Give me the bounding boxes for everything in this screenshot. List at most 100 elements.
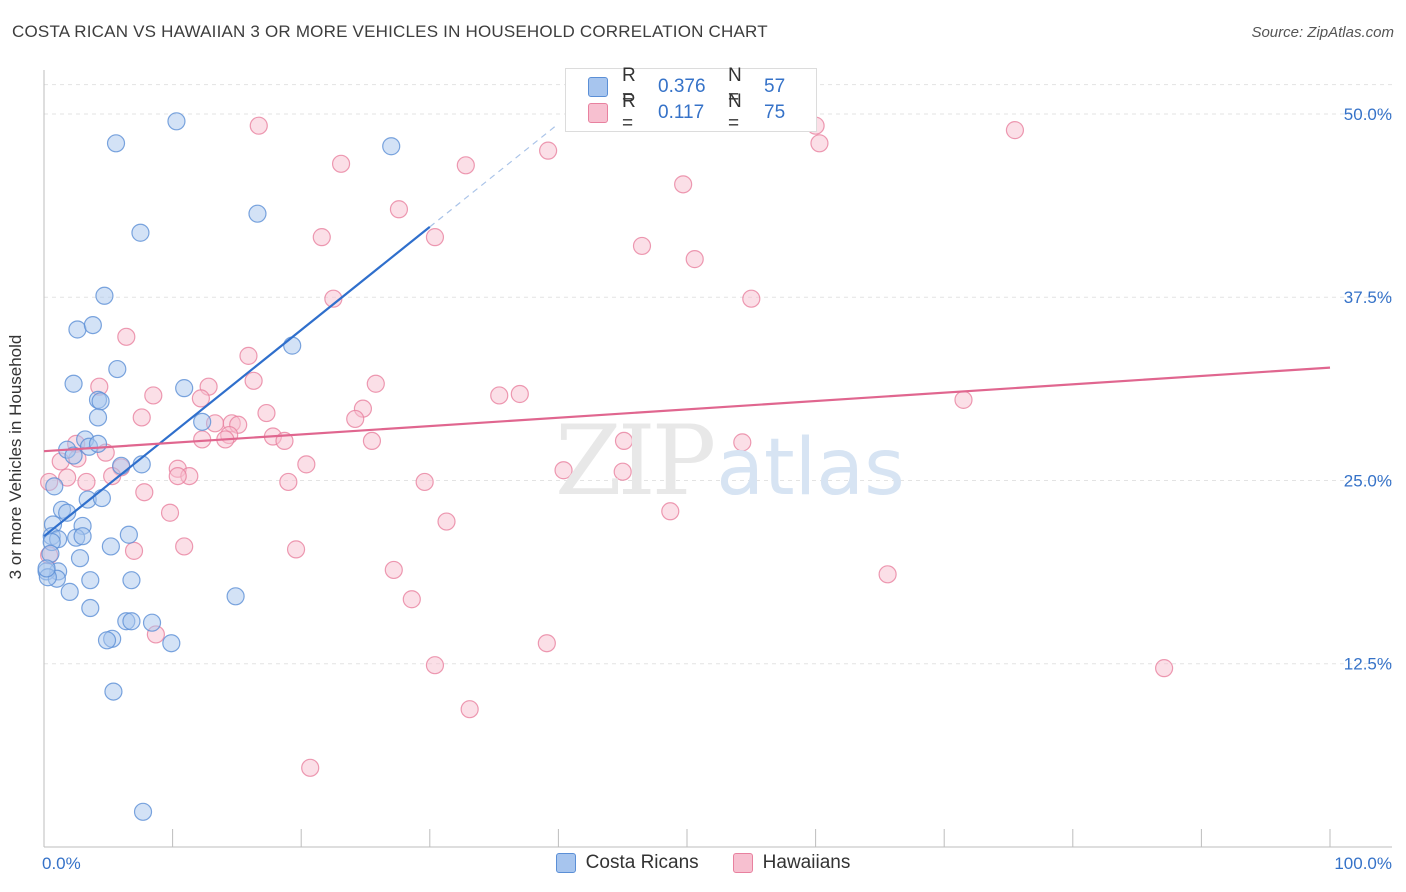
data-point [101,537,120,556]
data-point [437,512,456,531]
data-point [537,634,556,653]
data-point [384,560,403,580]
data-point [131,223,150,242]
legend-label: Hawaiians [762,852,851,873]
data-point [122,612,141,631]
data-point [362,431,382,451]
r-label: R = [622,65,636,108]
n-label: N = [728,65,742,108]
data-point [60,582,79,602]
data-point [83,315,102,335]
data-point [144,386,163,405]
data-point [248,204,267,223]
data-point [68,320,87,339]
n-label: N = [728,91,742,134]
data-point [249,116,268,135]
data-point [614,431,634,451]
data-point [64,446,83,465]
legend-item-hawaiians[interactable]: Hawaiians [732,852,851,874]
trend-lines [43,123,1331,538]
stats-legend: R = 0.376 N = 57 R = 0.117 N = 75 [565,65,817,134]
data-point [112,456,131,475]
data-point [510,384,529,404]
r-value: 0.117 [658,102,705,123]
legend-item-costa-ricans[interactable]: Costa Ricans [555,852,699,874]
data-point [460,700,479,719]
data-point [135,483,154,502]
data-point [286,540,306,559]
data-point [279,472,298,492]
n-value: 75 [764,102,786,123]
trend-line-extension [429,123,559,228]
chart-title: COSTA RICAN VS HAWAIIAN 3 OR MORE VEHICL… [12,22,768,41]
data-point [133,802,153,821]
data-point [70,549,90,568]
n-value: 57 [764,76,786,97]
data-point [1155,659,1174,678]
data-point [64,374,83,393]
watermark: ZIPatlas [555,405,905,517]
data-point [632,236,652,256]
data-point [142,613,162,632]
y-tick-label: 37.5% [1344,288,1392,307]
data-point [389,200,409,219]
data-point [301,758,320,777]
data-point [244,371,263,390]
y-tick-label: 50.0% [1344,105,1392,124]
data-point [58,468,77,487]
data-point [58,503,77,522]
axes [43,70,1392,848]
data-point [108,359,127,379]
legend-row-costa-ricans: R = 0.376 N = 57 [588,65,786,108]
data-point [193,412,212,431]
data-point [674,175,693,194]
legend-swatch-pink [588,103,608,123]
data-point [160,503,180,522]
data-point [733,433,752,452]
y-tick-label: 12.5% [1344,655,1392,674]
data-point [554,461,573,480]
data-point [119,525,138,544]
data-point [92,488,111,508]
data-point [239,346,258,365]
trend-line [43,366,1331,453]
r-label: R = [622,91,636,134]
data-point [312,228,331,247]
source-label: Source: ZipAtlas.com [1251,24,1394,41]
data-point [106,134,126,153]
x-tick-label: 100.0% [1334,854,1392,873]
data-point [175,537,194,556]
data-point [661,502,680,521]
data-point [1005,121,1025,140]
data-point [425,656,445,675]
data-point [168,466,187,486]
data-point [104,682,123,701]
legend-swatch-blue [588,77,608,97]
x-tick-label: 0.0% [42,854,81,873]
trend-line [43,226,431,538]
legend-swatch-pink [732,853,753,873]
data-point [415,472,434,492]
r-value: 0.376 [658,76,706,97]
data-point [88,434,108,453]
data-point [425,228,445,247]
data-point [81,571,100,590]
series-legend: Costa Ricans Hawaiians [0,852,1406,874]
legend-swatch-blue [555,853,576,873]
data-point [91,392,110,411]
data-point [257,403,276,423]
data-point [539,141,558,160]
data-point [283,336,302,355]
data-point [613,462,632,481]
data-point [456,156,475,175]
data-point [297,455,316,474]
data-point [742,289,761,308]
data-point [45,477,64,496]
data-point [97,631,117,650]
data-point [77,472,96,492]
y-tick-label: 25.0% [1344,471,1392,490]
data-point [331,154,351,173]
data-point [685,250,704,269]
data-point [88,408,108,427]
